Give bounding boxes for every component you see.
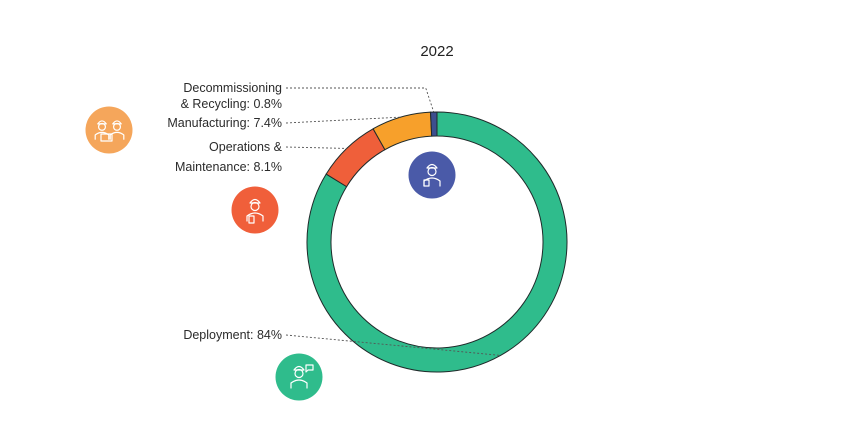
- slice-operations-maintenance: [325, 128, 386, 188]
- slice-label: & Recycling: 0.8%: [181, 97, 282, 111]
- chart-title: 2022: [420, 43, 453, 60]
- slice-label: Decommissioning: [183, 81, 282, 95]
- slice-label: Maintenance: 8.1%: [175, 160, 282, 174]
- worker-with-tablet-icon: [231, 186, 279, 234]
- slice-labels: Decommissioning & Recycling: 0.8% Manufact…: [167, 81, 282, 342]
- slice-deployment: [306, 111, 568, 373]
- leader-line: [285, 146, 347, 149]
- segment-icons: [85, 106, 456, 401]
- slice-label: Deployment: 84%: [183, 328, 282, 342]
- slice-decommissioning-recycling: [429, 111, 438, 137]
- worker-with-clipboard-icon: [408, 151, 456, 199]
- worker-with-megaphone-icon: [275, 353, 323, 401]
- slice-label: Manufacturing: 7.4%: [167, 116, 282, 130]
- two-workers-with-laptop-icon: [85, 106, 133, 154]
- leader-line: [285, 116, 401, 124]
- leader-lines: [285, 87, 501, 356]
- donut-slices: [306, 111, 568, 373]
- slice-label: Operations &: [209, 140, 283, 154]
- leader-line: [286, 87, 435, 113]
